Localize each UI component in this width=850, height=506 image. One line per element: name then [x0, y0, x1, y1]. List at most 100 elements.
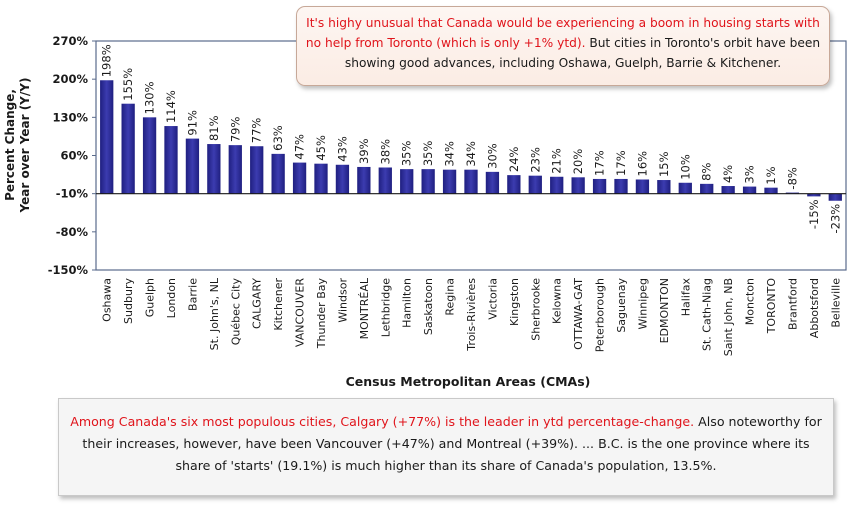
bar [571, 177, 585, 194]
y-axis-title-line1: Percent Change, [3, 89, 17, 201]
y-tick-label: 200% [52, 72, 88, 86]
bar [807, 193, 821, 197]
category-label: Saskatoon [422, 278, 435, 335]
value-label: 21% [550, 148, 564, 174]
category-label: TORONTO [765, 278, 778, 335]
category-label: CALGARY [251, 278, 264, 329]
value-label: -23% [828, 204, 842, 234]
value-label: -15% [807, 199, 821, 229]
bar [378, 167, 392, 194]
category-label: St. John's, NL [208, 277, 221, 350]
bar [400, 169, 414, 194]
value-label: 23% [528, 147, 542, 173]
value-label: 63% [271, 125, 285, 151]
bar [528, 175, 542, 194]
bar [164, 126, 178, 194]
value-label: 43% [335, 136, 349, 162]
bar [592, 178, 607, 194]
y-tick-label: 130% [52, 110, 88, 124]
bar [678, 182, 692, 194]
category-label: Abbotsford [808, 278, 821, 338]
category-label: St. Cath-Niag [701, 278, 714, 351]
category-label: Québec City [229, 278, 242, 346]
category-label: EDMONTON [658, 278, 671, 343]
value-label: 17% [593, 150, 607, 176]
bar [635, 179, 650, 194]
category-label: Kitchener [272, 278, 285, 331]
category-label: Sudbury [122, 278, 135, 324]
value-label: 34% [443, 141, 457, 167]
category-label: Victoria [486, 278, 499, 320]
bar [657, 180, 671, 194]
bar [250, 146, 264, 194]
y-axis-title-line2: Year over Year (Y/Y) [18, 78, 32, 214]
category-label: Moncton [744, 278, 757, 325]
category-label: Trois-Rivières [465, 278, 478, 352]
value-label: 35% [400, 140, 414, 166]
bar [185, 138, 200, 194]
value-label: 17% [614, 150, 628, 176]
category-label: Regina [444, 278, 457, 316]
bar [507, 175, 521, 194]
category-label: Lethbridge [379, 278, 392, 338]
x-axis-title: Census Metropolitan Areas (CMAs) [346, 374, 591, 389]
value-label: 30% [485, 143, 499, 169]
value-label: 1% [764, 166, 778, 184]
value-label: 130% [143, 81, 157, 114]
category-label: Thunder Bay [315, 278, 328, 350]
bar [485, 171, 500, 194]
value-label: 20% [571, 149, 585, 175]
value-label: 24% [507, 146, 521, 172]
value-label: 38% [378, 139, 392, 165]
y-tick-label: 60% [60, 149, 88, 163]
category-label: Belleville [829, 278, 842, 328]
bar [207, 144, 221, 194]
category-label: Barrie [186, 278, 199, 311]
value-label: 16% [635, 151, 649, 177]
category-label: Brantford [786, 278, 799, 330]
y-tick-label: -150% [48, 263, 89, 277]
bar [292, 162, 307, 194]
top-annotation-box: It's highy unusual that Canada would be … [296, 6, 830, 86]
value-label: 47% [293, 134, 307, 160]
value-label: 34% [464, 141, 478, 167]
value-label: 114% [164, 90, 178, 123]
bottom-annotation-box: Among Canada's six most populous cities,… [58, 398, 834, 496]
value-label: 3% [743, 165, 757, 183]
category-label: London [165, 278, 178, 318]
bar [100, 80, 114, 194]
category-label: Oshawa [101, 278, 114, 322]
category-label: Saguenay [615, 278, 628, 333]
bar [228, 145, 242, 194]
value-label: 91% [185, 110, 199, 136]
value-label: 79% [228, 117, 242, 143]
top-annotation-red-text: It's highy unusual that Canada would be … [305, 16, 820, 50]
value-label: 4% [721, 165, 735, 183]
category-label: Windsor [336, 278, 349, 323]
category-label: Winnipeg [636, 278, 649, 329]
y-tick-label: -10% [56, 187, 89, 201]
bar [142, 117, 157, 194]
bar [700, 183, 714, 194]
value-label: 45% [314, 135, 328, 161]
bar [721, 186, 735, 194]
category-label: Peterborough [594, 278, 607, 352]
value-label: 10% [678, 154, 692, 180]
value-label: 155% [121, 68, 135, 101]
category-label: Kelowna [551, 278, 564, 324]
value-label: 39% [357, 138, 371, 164]
value-label: 198% [100, 44, 114, 77]
category-label: Sherbrooke [529, 278, 542, 341]
category-label: VANCOUVER [294, 278, 307, 347]
bar [442, 169, 457, 194]
category-label: Kingston [508, 278, 521, 326]
bar [464, 169, 478, 194]
value-label: 8% [700, 163, 714, 181]
category-label: Guelph [144, 278, 157, 317]
bottom-annotation-red-text: Among Canada's six most populous cities,… [70, 414, 695, 429]
bar [550, 176, 564, 194]
y-tick-label: -80% [56, 225, 89, 239]
bar [271, 153, 285, 194]
bar [314, 163, 328, 194]
value-label: 15% [657, 151, 671, 177]
